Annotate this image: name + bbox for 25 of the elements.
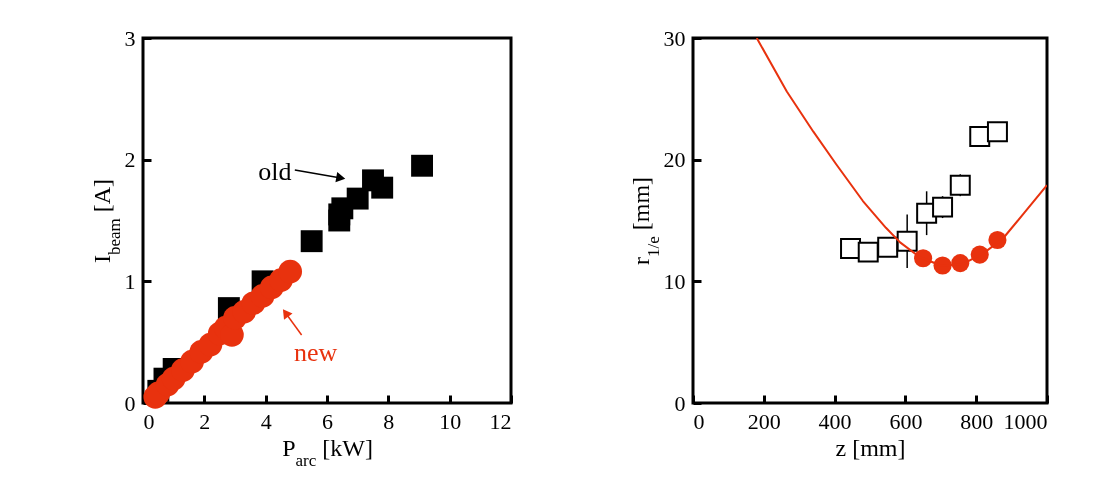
x-tick-label: 2 [199, 408, 211, 434]
y-tick-label: 1 [124, 268, 136, 294]
x-tick-label: 4 [260, 408, 272, 434]
y-tick-label: 0 [124, 390, 136, 416]
x-tick-label: 0 [143, 408, 155, 434]
y-tick-label: 3 [124, 25, 136, 51]
x-tick-label: 800 [960, 408, 994, 434]
x-tick-label: 12 [489, 408, 512, 434]
x-tick-label: 1000 [1003, 408, 1048, 434]
y-tick-label: 10 [663, 268, 686, 294]
x-tick-label: 8 [383, 408, 395, 434]
y-tick-label: 0 [674, 390, 686, 416]
y-tick-label: 20 [663, 147, 686, 173]
annotation: old [258, 156, 292, 186]
x-tick-label: 0 [693, 408, 705, 434]
x-axis-title: z [mm] [835, 434, 906, 461]
x-tick-label: 10 [439, 408, 462, 434]
x-tick-label: 600 [889, 408, 923, 434]
y-tick-label: 30 [663, 25, 686, 51]
x-axis-title: P$_{arc}$ [kW] [282, 434, 373, 469]
x-tick-label: 6 [322, 408, 333, 434]
annotation: new [293, 337, 338, 367]
y-tick-label: 2 [124, 147, 136, 173]
x-tick-label: 200 [747, 408, 781, 434]
x-tick-label: 400 [818, 408, 852, 434]
